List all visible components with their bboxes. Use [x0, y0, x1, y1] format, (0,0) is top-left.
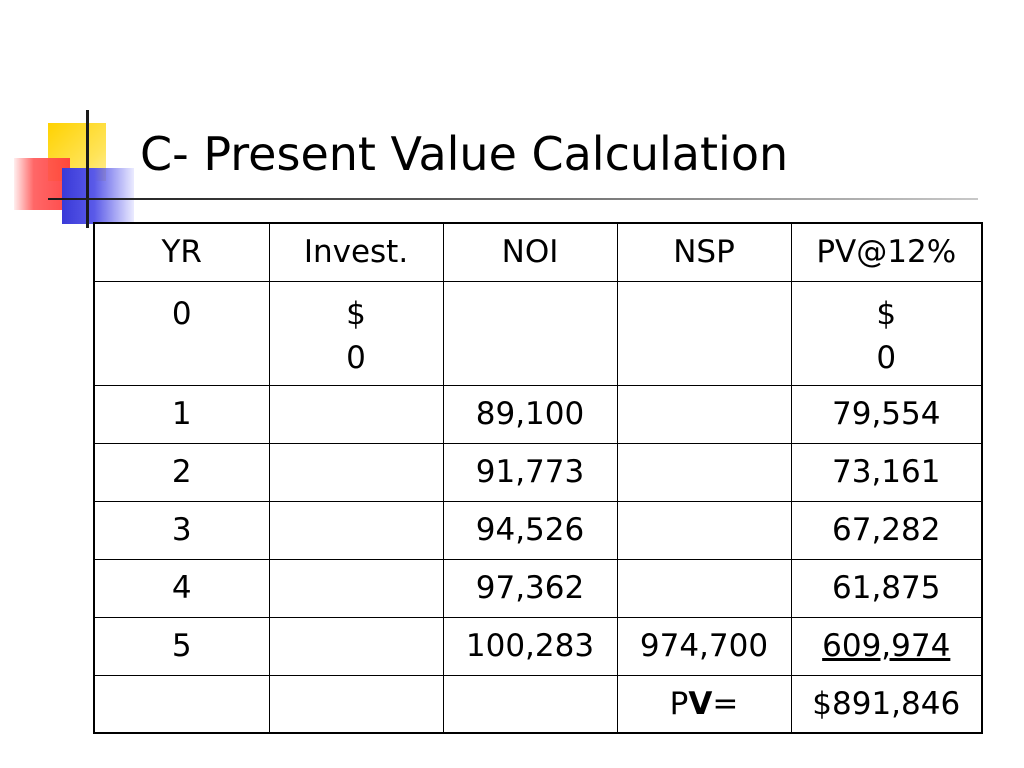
table-row: 4 97,362 61,875: [93, 558, 983, 618]
cell-noi: 97,362: [442, 558, 618, 618]
cell-nsp: [616, 558, 792, 618]
title-underline-rule: [48, 198, 978, 200]
cell-pv: 61,875: [790, 558, 983, 618]
cell-nsp: [616, 280, 792, 386]
cell-yr: 0: [93, 280, 270, 386]
cell-invest-value: 0: [346, 339, 366, 376]
cell-noi: 100,283: [442, 616, 618, 676]
cell-nsp: [616, 442, 792, 502]
cell-yr: 4: [93, 558, 270, 618]
cell-yr: 2: [93, 442, 270, 502]
cell-yr: 5: [93, 616, 270, 676]
cell-noi: 89,100: [442, 384, 618, 444]
cell-noi: 91,773: [442, 442, 618, 502]
total-value: $891,846: [790, 674, 983, 734]
cell-yr-value: 0: [171, 295, 192, 332]
cell-noi: [442, 280, 618, 386]
total-label-v: V: [688, 685, 713, 722]
header-nsp: NSP: [616, 222, 792, 282]
cell-nsp: 974,700: [616, 616, 792, 676]
table-row: 5 100,283 974,700 609,974: [93, 616, 983, 676]
cell-noi: 94,526: [442, 500, 618, 560]
table-header-row: YR Invest. NOI NSP PV@12%: [93, 222, 983, 282]
cell-yr: 1: [93, 384, 270, 444]
header-yr: YR: [93, 222, 270, 282]
total-label-equals: =: [712, 685, 739, 722]
table-row: 2 91,773 73,161: [93, 442, 983, 502]
cell-invest: [268, 616, 444, 676]
cell-pv: 67,282: [790, 500, 983, 560]
cell-nsp: [616, 384, 792, 444]
cell-nsp: [616, 500, 792, 560]
header-noi: NOI: [442, 222, 618, 282]
table-row: 1 89,100 79,554: [93, 384, 983, 444]
cell-pv-underlined: 609,974: [822, 628, 951, 664]
cell-empty: [442, 674, 618, 734]
present-value-table: YR Invest. NOI NSP PV@12% 0 $0 $0 1 89,1…: [93, 222, 983, 734]
cell-invest: [268, 500, 444, 560]
header-invest: Invest.: [268, 222, 444, 282]
table-row: 3 94,526 67,282: [93, 500, 983, 560]
cell-pv-symbol: $: [876, 295, 897, 332]
logo-vertical-line: [86, 110, 89, 228]
cell-pv: 79,554: [790, 384, 983, 444]
logo-blue-square: [62, 168, 134, 224]
cell-invest: [268, 558, 444, 618]
cell-empty: [268, 674, 444, 734]
table-row: 0 $0 $0: [93, 280, 983, 386]
cell-yr: 3: [93, 500, 270, 560]
cell-empty: [93, 674, 270, 734]
cell-invest: [268, 384, 444, 444]
cell-invest-symbol: $: [346, 295, 366, 332]
header-pv: PV@12%: [790, 222, 983, 282]
logo-red-square: [14, 158, 70, 210]
cell-pv-value: 0: [876, 339, 897, 376]
cell-pv: $0: [790, 280, 983, 386]
total-label-p: P: [669, 685, 689, 722]
table-total-row: PV= $891,846: [93, 674, 983, 734]
slide-title: C- Present Value Calculation: [140, 127, 789, 181]
cell-pv: 73,161: [790, 442, 983, 502]
total-label-cell: PV=: [616, 674, 792, 734]
cell-invest: $0: [268, 280, 444, 386]
cell-invest: [268, 442, 444, 502]
cell-pv: 609,974: [790, 616, 983, 676]
